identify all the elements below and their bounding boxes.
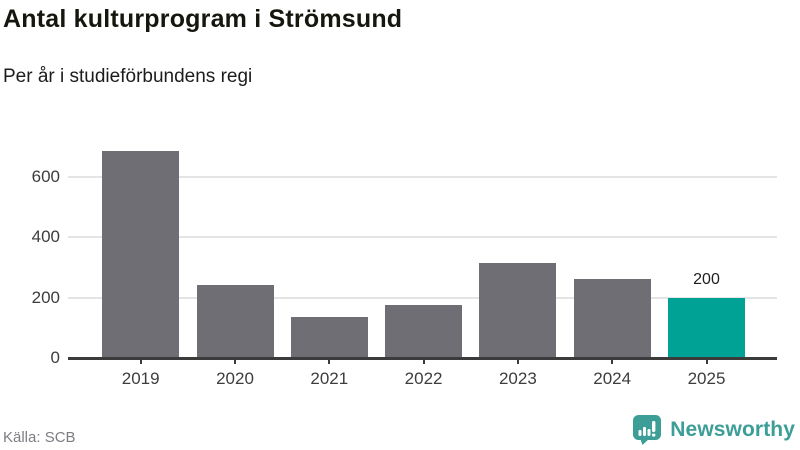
source-label: Källa: SCB [3, 429, 76, 446]
chart-subtitle: Per år i studieförbundens regi [3, 66, 253, 87]
x-axis-tick [516, 358, 519, 364]
x-axis-line [68, 356, 777, 360]
gridline-200 [68, 296, 777, 299]
y-axis-tick-label: 200 [31, 287, 60, 307]
x-axis-tick-label: 2024 [593, 369, 632, 388]
newsworthy-wordmark: Newsworthy [670, 417, 795, 441]
bar-value-label: 200 [693, 270, 720, 288]
bar-2021 [290, 317, 368, 358]
x-axis-tick [139, 358, 142, 364]
x-axis-tick [328, 358, 331, 364]
y-axis-tick-label: 600 [31, 166, 60, 186]
gridline-600 [68, 175, 777, 178]
bar-2022 [385, 305, 463, 358]
y-axis-tick-label: 0 [50, 348, 60, 367]
x-axis-tick-label: 2020 [216, 369, 254, 388]
bar-2019 [102, 150, 180, 358]
x-axis-tick [234, 358, 236, 364]
x-axis-tick [611, 358, 614, 364]
gridline-400 [68, 236, 777, 238]
x-axis-tick [422, 358, 425, 364]
bar-2024 [573, 279, 651, 358]
bar-2025 [668, 297, 745, 358]
x-axis-tick [705, 358, 708, 364]
chart-title: Antal kulturprogram i Strömsund [3, 5, 403, 33]
x-axis-tick-label: 2019 [121, 369, 160, 388]
y-axis-tick-label: 400 [31, 227, 60, 246]
bar-2023 [479, 262, 557, 358]
x-axis-tick-label: 2025 [687, 369, 726, 388]
newsworthy-logo-icon [632, 414, 663, 445]
newsworthy-logo: Newsworthy [632, 414, 795, 445]
x-axis-tick-label: 2021 [310, 369, 349, 388]
x-axis-tick-label: 2022 [404, 369, 443, 388]
bar-2020 [196, 285, 274, 358]
x-axis-tick-label: 2023 [498, 369, 537, 388]
